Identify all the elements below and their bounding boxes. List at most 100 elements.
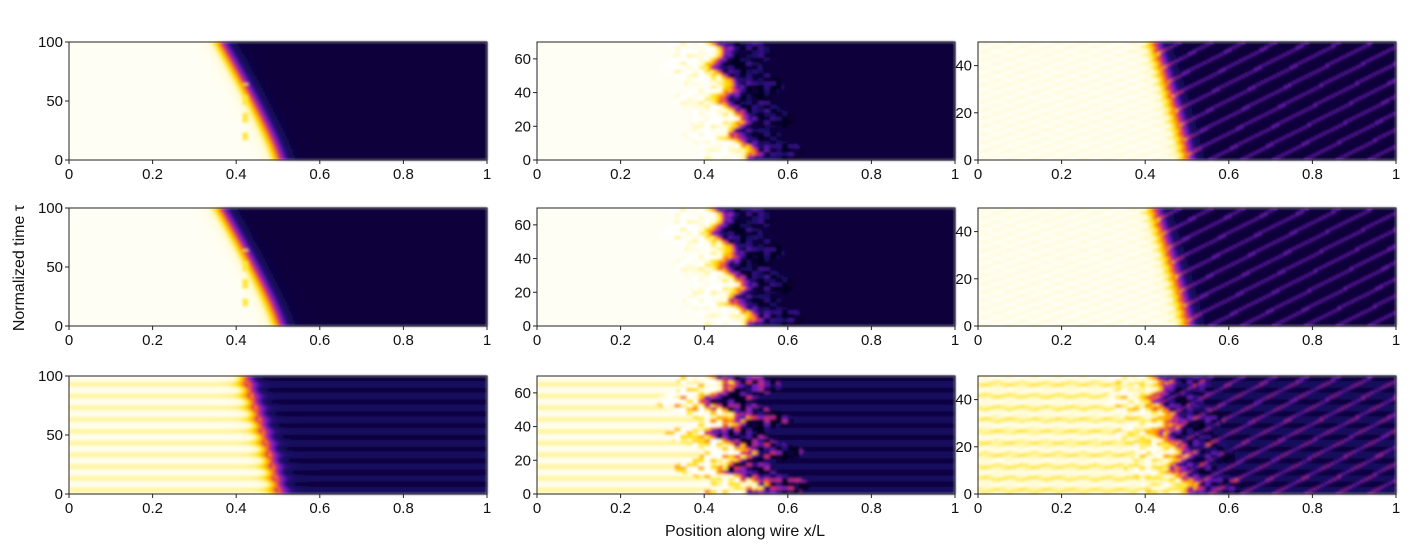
x-tick-label: 0.6 (309, 332, 330, 349)
plot-frame (536, 375, 956, 495)
x-tick-label: 0.6 (309, 166, 330, 183)
heatmap-panel-r3-c1: 0 0.2 0.4 0.6 0.8 1 0 50 100 (38, 368, 491, 517)
heatmap-image (537, 42, 955, 160)
x-tick-label: 0.6 (777, 332, 798, 349)
heatmap-panel-r1-c3: 0 0.2 0.4 0.6 0.8 1 0 20 40 (955, 41, 1400, 183)
x-tick-label: 0.8 (861, 500, 882, 517)
y-tick-label: 0 (55, 486, 63, 503)
x-tick-label: 0.2 (142, 332, 163, 349)
x-tick-label: 0.2 (1051, 500, 1072, 517)
y-tick-label: 100 (38, 34, 63, 51)
y-tick-label: 20 (514, 452, 531, 469)
heatmap-panel-r2-c3: 0 0.2 0.4 0.6 0.8 1 0 20 40 (955, 207, 1400, 349)
x-tick-label: 0.6 (1218, 166, 1239, 183)
x-tick-label: 0 (65, 166, 73, 183)
x-tick-label: 0 (974, 166, 982, 183)
y-tick-label: 20 (955, 271, 972, 288)
x-tick-label: 0.2 (1051, 332, 1072, 349)
heatmap-panel-r3-c2: 0 0.2 0.4 0.6 0.8 1 0 20 40 60 (514, 375, 959, 517)
x-tick-label: 0.4 (226, 500, 247, 517)
x-tick-label: 1 (483, 166, 491, 183)
heatmap-panel-r1-c2: 0 0.2 0.4 0.6 0.8 1 0 20 40 60 (514, 41, 959, 183)
y-tick-label: 40 (955, 58, 972, 75)
x-tick-label: 0 (533, 500, 541, 517)
y-tick-label: 60 (514, 217, 531, 234)
heatmap-image (69, 208, 487, 326)
x-tick-label: 0.6 (1218, 500, 1239, 517)
y-tick-label: 40 (514, 419, 531, 436)
x-tick-label: 0.4 (1135, 332, 1156, 349)
x-tick-label: 0.4 (694, 500, 715, 517)
x-tick-label: 0.8 (393, 166, 414, 183)
y-tick-label: 0 (964, 318, 972, 335)
y-tick-label: 0 (523, 318, 531, 335)
x-tick-label: 0 (65, 500, 73, 517)
x-tick-label: 0 (65, 332, 73, 349)
y-tick-label: 40 (955, 392, 972, 409)
y-tick-label: 0 (55, 318, 63, 335)
x-tick-label: 0.8 (1302, 166, 1323, 183)
y-tick-label: 50 (46, 93, 63, 110)
x-tick-label: 1 (1392, 500, 1400, 517)
x-tick-label: 0.2 (142, 500, 163, 517)
x-tick-label: 0.6 (309, 500, 330, 517)
x-axis-label: Position along wire x/L (665, 523, 825, 540)
x-tick-label: 1 (483, 332, 491, 349)
y-tick-label: 20 (514, 118, 531, 135)
x-tick-label: 0.6 (777, 166, 798, 183)
y-tick-label: 40 (955, 224, 972, 241)
heatmap-image (537, 376, 955, 494)
y-tick-label: 50 (46, 427, 63, 444)
y-axis-label: Normalized time τ (11, 204, 28, 331)
x-tick-label: 1 (1392, 332, 1400, 349)
y-tick-label: 0 (55, 152, 63, 169)
heatmap-panel-r2-c2: 0 0.2 0.4 0.6 0.8 1 0 20 40 60 (514, 207, 959, 349)
y-tick-label: 100 (38, 200, 63, 217)
x-tick-label: 0 (974, 500, 982, 517)
heatmap-panel-r3-c3: 0 0.2 0.4 0.6 0.8 1 0 20 40 (955, 375, 1400, 517)
plot-frame (536, 207, 956, 327)
y-tick-label: 0 (523, 152, 531, 169)
x-tick-label: 0.8 (861, 332, 882, 349)
x-tick-label: 0.8 (1302, 500, 1323, 517)
x-tick-label: 1 (483, 500, 491, 517)
x-tick-label: 0.4 (1135, 500, 1156, 517)
x-tick-label: 0.4 (694, 332, 715, 349)
x-tick-label: 0.2 (610, 332, 631, 349)
heatmap-image (537, 208, 955, 326)
x-tick-label: 0.4 (694, 166, 715, 183)
y-tick-label: 40 (514, 251, 531, 268)
y-tick-label: 50 (46, 259, 63, 276)
x-tick-label: 1 (951, 332, 959, 349)
plot-frame (977, 207, 1397, 327)
x-tick-label: 0 (974, 332, 982, 349)
y-tick-label: 20 (955, 105, 972, 122)
y-tick-label: 0 (964, 486, 972, 503)
x-tick-label: 1 (951, 166, 959, 183)
x-tick-label: 1 (1392, 166, 1400, 183)
x-tick-label: 0 (533, 332, 541, 349)
x-tick-label: 0.4 (226, 166, 247, 183)
x-tick-label: 0.4 (226, 332, 247, 349)
x-tick-label: 1 (951, 500, 959, 517)
heatmap-panel-r2-c1: 0 0.2 0.4 0.6 0.8 1 0 50 100 (38, 200, 491, 349)
y-tick-label: 20 (514, 284, 531, 301)
x-tick-label: 0.6 (1218, 332, 1239, 349)
x-tick-label: 0.2 (610, 166, 631, 183)
x-tick-label: 0.8 (1302, 332, 1323, 349)
plot-frame (536, 41, 956, 161)
y-tick-label: 0 (523, 486, 531, 503)
x-tick-label: 0.2 (1051, 166, 1072, 183)
x-tick-label: 0.2 (610, 500, 631, 517)
heatmap-panel-r1-c1: 0 0.2 0.4 0.6 0.8 1 0 50 100 (38, 34, 491, 183)
y-tick-label: 60 (514, 51, 531, 68)
heatmap-image (69, 42, 487, 160)
y-tick-label: 20 (955, 439, 972, 456)
x-tick-label: 0.8 (393, 500, 414, 517)
heatmap-image (978, 208, 1396, 326)
x-tick-label: 0.8 (861, 166, 882, 183)
x-tick-label: 0.6 (777, 500, 798, 517)
heatmap-image (69, 376, 487, 494)
